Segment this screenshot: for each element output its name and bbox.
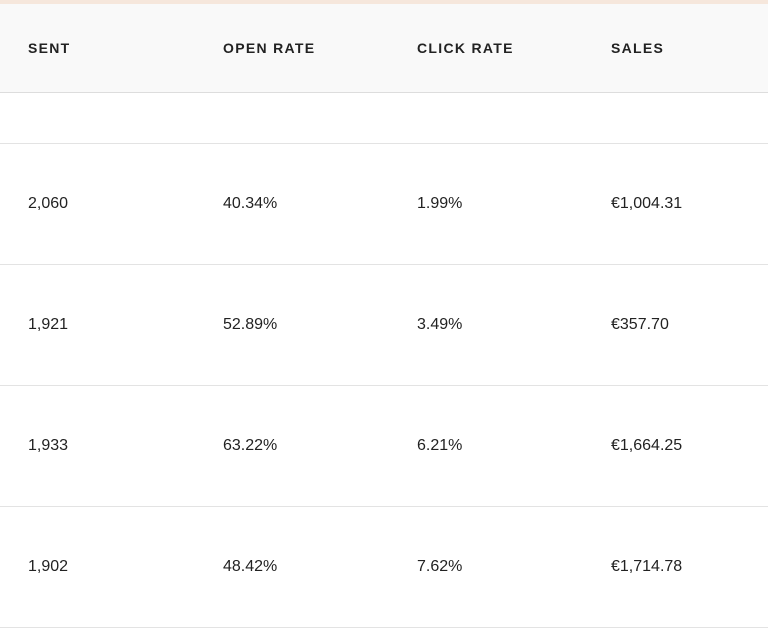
cell-click-rate: 7.62% <box>417 558 463 575</box>
cell-sales: €1,714.78 <box>611 558 683 575</box>
column-header-click-rate[interactable]: CLICK RATE <box>417 40 514 56</box>
cell-sales: €1,664.25 <box>611 437 683 454</box>
cell-open-rate: 40.34% <box>223 195 278 212</box>
cell-open-rate: 48.42% <box>223 558 278 575</box>
column-header-sales[interactable]: SALES <box>611 40 665 56</box>
cell-sent: 1,902 <box>28 558 69 575</box>
table-spacer-row <box>0 93 768 144</box>
column-header-sent[interactable]: SENT <box>28 40 71 56</box>
cell-sales: €357.70 <box>611 316 669 333</box>
cell-sales: €1,004.31 <box>611 195 683 212</box>
column-header-open-rate[interactable]: OPEN RATE <box>223 40 316 56</box>
campaign-stats-table: SENT OPEN RATE CLICK RATE SALES 2,060 40… <box>0 4 768 628</box>
cell-click-rate: 1.99% <box>417 195 463 212</box>
table-row[interactable]: 2,060 40.34% 1.99% €1,004.31 <box>0 144 768 265</box>
table-row[interactable]: 1,933 63.22% 6.21% €1,664.25 <box>0 386 768 507</box>
cell-open-rate: 52.89% <box>223 316 278 333</box>
top-accent-bar <box>0 0 768 4</box>
cell-sent: 1,933 <box>28 437 69 454</box>
table-row[interactable]: 1,902 48.42% 7.62% €1,714.78 <box>0 507 768 628</box>
cell-click-rate: 3.49% <box>417 316 463 333</box>
cell-sent: 1,921 <box>28 316 69 333</box>
cell-click-rate: 6.21% <box>417 437 463 454</box>
cell-sent: 2,060 <box>28 195 69 212</box>
table-row[interactable]: 1,921 52.89% 3.49% €357.70 <box>0 265 768 386</box>
cell-open-rate: 63.22% <box>223 437 278 454</box>
table-header-row: SENT OPEN RATE CLICK RATE SALES <box>0 4 768 93</box>
